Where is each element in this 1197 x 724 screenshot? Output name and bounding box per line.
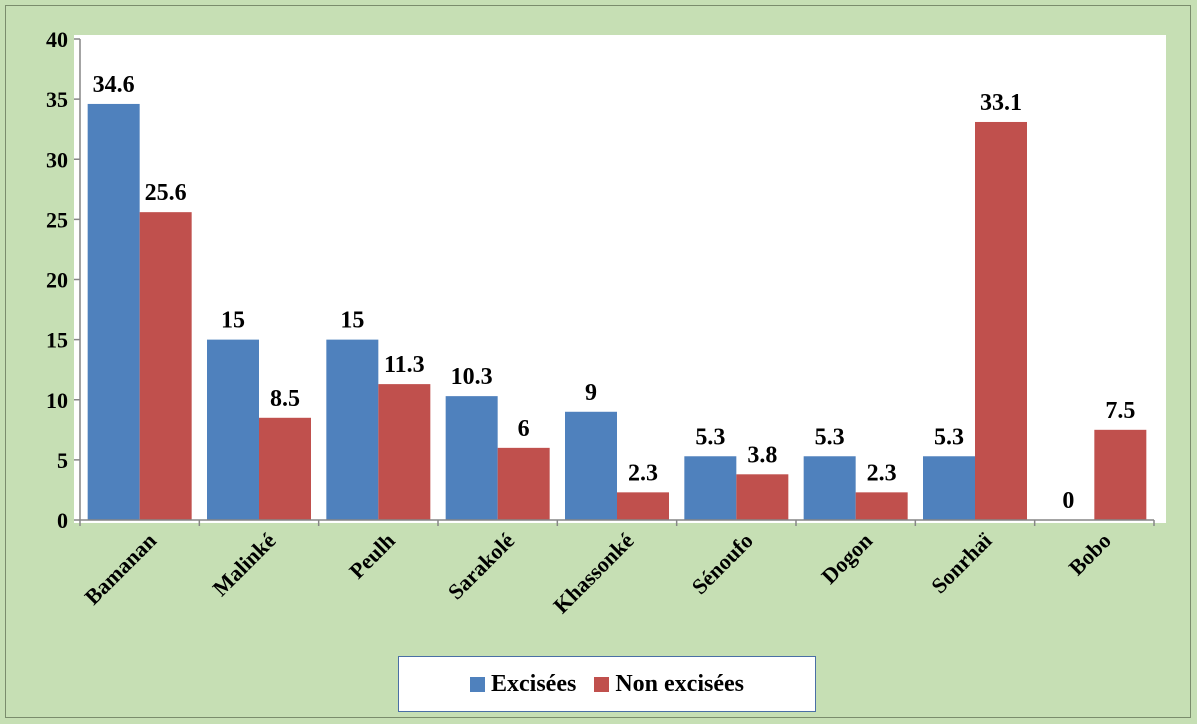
data-label-non-excisees-malinke: 8.5	[270, 386, 300, 412]
bar-excisees-dogon	[803, 456, 856, 520]
x-tick-label-bamanan: Bamanan	[80, 528, 162, 610]
data-label-non-excisees-dogon: 2.3	[867, 460, 897, 486]
data-label-excisees-peulh: 15	[340, 308, 364, 334]
bar-non-excisees-dogon	[855, 492, 908, 520]
x-tick-label-sarakole: Sarakolé	[443, 528, 520, 605]
x-tick-label-senoufo: Sénoufo	[687, 528, 758, 599]
data-label-excisees-dogon: 5.3	[815, 424, 845, 450]
x-tick-label-dogon: Dogon	[816, 528, 877, 589]
bar-excisees-peulh	[326, 339, 379, 520]
y-tick-label-35: 35	[46, 87, 68, 112]
x-tick-label-malinke: Malinké	[208, 528, 281, 601]
bar-non-excisees-peulh	[378, 384, 431, 520]
bar-excisees-khassonke	[565, 411, 617, 520]
data-label-non-excisees-senoufo: 3.8	[747, 442, 777, 468]
legend-label-non-excisees: Non excisées	[615, 670, 744, 697]
y-tick-label-0: 0	[57, 508, 68, 533]
legend: Excisées Non excisées	[398, 656, 816, 712]
data-label-excisees-sonrhai: 5.3	[934, 424, 964, 450]
x-tick-label-peulh: Peulh	[344, 528, 400, 584]
data-label-excisees-sarakole: 10.3	[451, 364, 493, 390]
bar-excisees-sarakole	[445, 396, 498, 520]
bar-non-excisees-bamanan	[139, 212, 192, 520]
legend-item-excisees: Excisées	[470, 671, 576, 698]
data-label-excisees-khassonke: 9	[585, 380, 597, 406]
bar-excisees-senoufo	[684, 456, 737, 520]
bar-non-excisees-malinke	[259, 417, 311, 520]
bar-excisees-malinke	[207, 339, 259, 520]
bar-non-excisees-khassonke	[617, 492, 669, 520]
data-label-non-excisees-bobo: 7.5	[1105, 398, 1135, 424]
legend-swatch-excisees	[470, 676, 486, 692]
bar-excisees-sonrhai	[923, 456, 975, 520]
legend-label-excisees: Excisées	[491, 670, 577, 697]
x-tick-label-khassonke: Khassonké	[548, 528, 638, 618]
bar-non-excisees-sarakole	[497, 447, 550, 520]
data-label-excisees-bobo: 0	[1062, 488, 1074, 514]
chart-frame	[5, 5, 1191, 718]
bar-excisees-bamanan	[87, 103, 140, 520]
bar-non-excisees-bobo	[1094, 429, 1147, 520]
data-label-non-excisees-bamanan: 25.6	[145, 180, 187, 206]
data-label-non-excisees-khassonke: 2.3	[628, 460, 658, 486]
data-label-non-excisees-sonrhai: 33.1	[980, 90, 1022, 116]
y-tick-label-25: 25	[46, 207, 68, 232]
bar-non-excisees-sonrhai	[975, 121, 1027, 520]
bar-non-excisees-senoufo	[736, 474, 789, 520]
y-tick-label-40: 40	[46, 27, 68, 52]
data-label-non-excisees-peulh: 11.3	[384, 352, 425, 378]
y-tick-label-10: 10	[46, 388, 68, 413]
legend-item-non-excisees: Non excisées	[594, 671, 744, 698]
data-label-excisees-bamanan: 34.6	[93, 72, 135, 98]
y-tick-label-30: 30	[46, 147, 68, 172]
data-label-excisees-senoufo: 5.3	[695, 424, 725, 450]
legend-swatch-non-excisees	[594, 676, 610, 692]
x-tick-label-sonrhai: Sonrhaï	[926, 527, 997, 598]
y-tick-label-20: 20	[46, 268, 68, 293]
x-tick-label-bobo: Bobo	[1064, 528, 1116, 580]
y-tick-label-15: 15	[46, 328, 68, 353]
data-label-excisees-malinke: 15	[221, 308, 245, 334]
data-label-non-excisees-sarakole: 6	[518, 416, 530, 442]
y-tick-label-5: 5	[57, 448, 68, 473]
